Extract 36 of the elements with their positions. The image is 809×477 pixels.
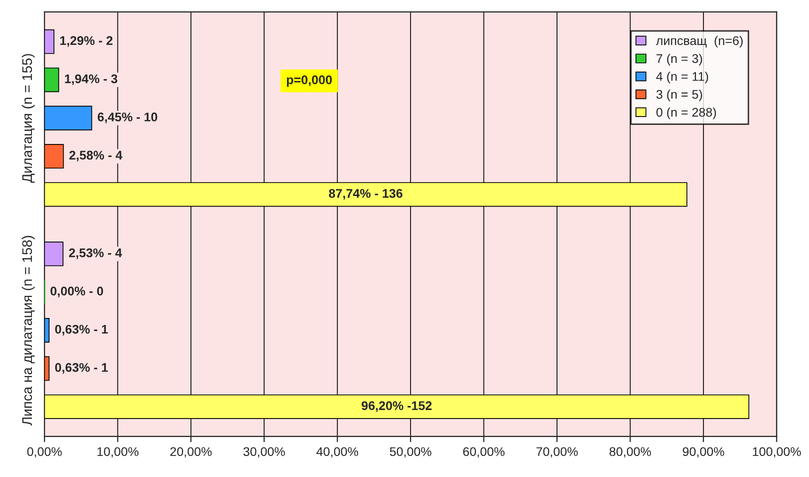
data-label: 96,20% -152 — [362, 401, 432, 412]
y-tick-label: Липса на дилатация (n = 158) — [22, 236, 35, 426]
legend-label: 7 (n = 3) — [656, 54, 702, 66]
x-tick-label: 30,00% — [243, 447, 285, 458]
x-tick-label: 100,00% — [752, 447, 801, 458]
x-tick-label: 70,00% — [536, 447, 578, 458]
x-tick-label: 20,00% — [170, 447, 212, 458]
legend-label: 4 (n = 11) — [656, 72, 708, 84]
bar — [44, 356, 50, 381]
data-label: 0,63% - 1 — [55, 363, 108, 374]
x-tick-label: 0,00% — [27, 447, 62, 458]
data-label: 0,63% - 1 — [55, 324, 108, 336]
x-tick-label: 80,00% — [610, 447, 651, 458]
data-label: 2,58% - 4 — [69, 150, 122, 162]
legend-label: липсващ (n=6) — [656, 36, 743, 48]
y-tick-label: Дилатация (n = 155) — [22, 54, 35, 183]
bar — [44, 68, 60, 92]
x-tick-label: 50,00% — [390, 447, 432, 458]
bar — [44, 144, 64, 169]
data-label: 2,53% - 4 — [69, 248, 122, 260]
x-tick-label: 60,00% — [463, 447, 505, 458]
x-tick-label: 90,00% — [682, 447, 724, 458]
legend-label: 3 (n = 5) — [656, 90, 702, 102]
bar — [44, 242, 64, 266]
data-label: 87,74% - 136 — [328, 188, 402, 200]
data-label: 6,45% - 10 — [98, 112, 158, 124]
bar — [44, 318, 50, 343]
data-label: 1,94% - 3 — [65, 74, 118, 86]
bar — [44, 29, 54, 54]
annotation: p=0,000 — [286, 75, 332, 87]
data-label: 0,00% - 0 — [50, 286, 104, 298]
data-label: 1,29% - 2 — [60, 36, 112, 47]
legend-label: 0 (n = 288) — [656, 108, 716, 120]
bar — [44, 106, 92, 130]
x-tick-label: 40,00% — [316, 447, 358, 458]
x-tick-label: 10,00% — [97, 447, 138, 458]
